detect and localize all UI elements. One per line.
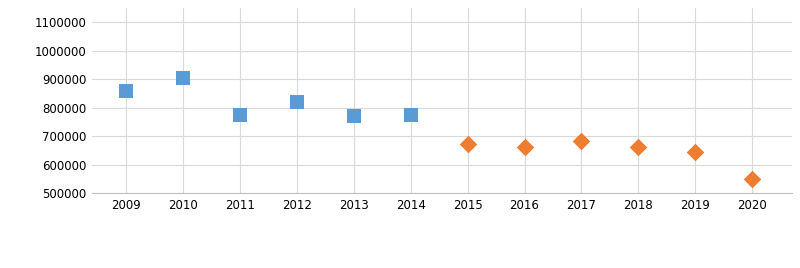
Point xyxy=(290,100,303,104)
Point xyxy=(234,113,246,117)
Point xyxy=(746,177,758,181)
Point xyxy=(575,139,588,143)
Point xyxy=(120,88,133,93)
Point xyxy=(689,150,702,154)
Point xyxy=(177,76,190,80)
Point xyxy=(462,142,474,146)
Point xyxy=(404,113,417,117)
Point xyxy=(632,144,645,149)
Point xyxy=(347,114,360,118)
Point xyxy=(518,144,531,149)
